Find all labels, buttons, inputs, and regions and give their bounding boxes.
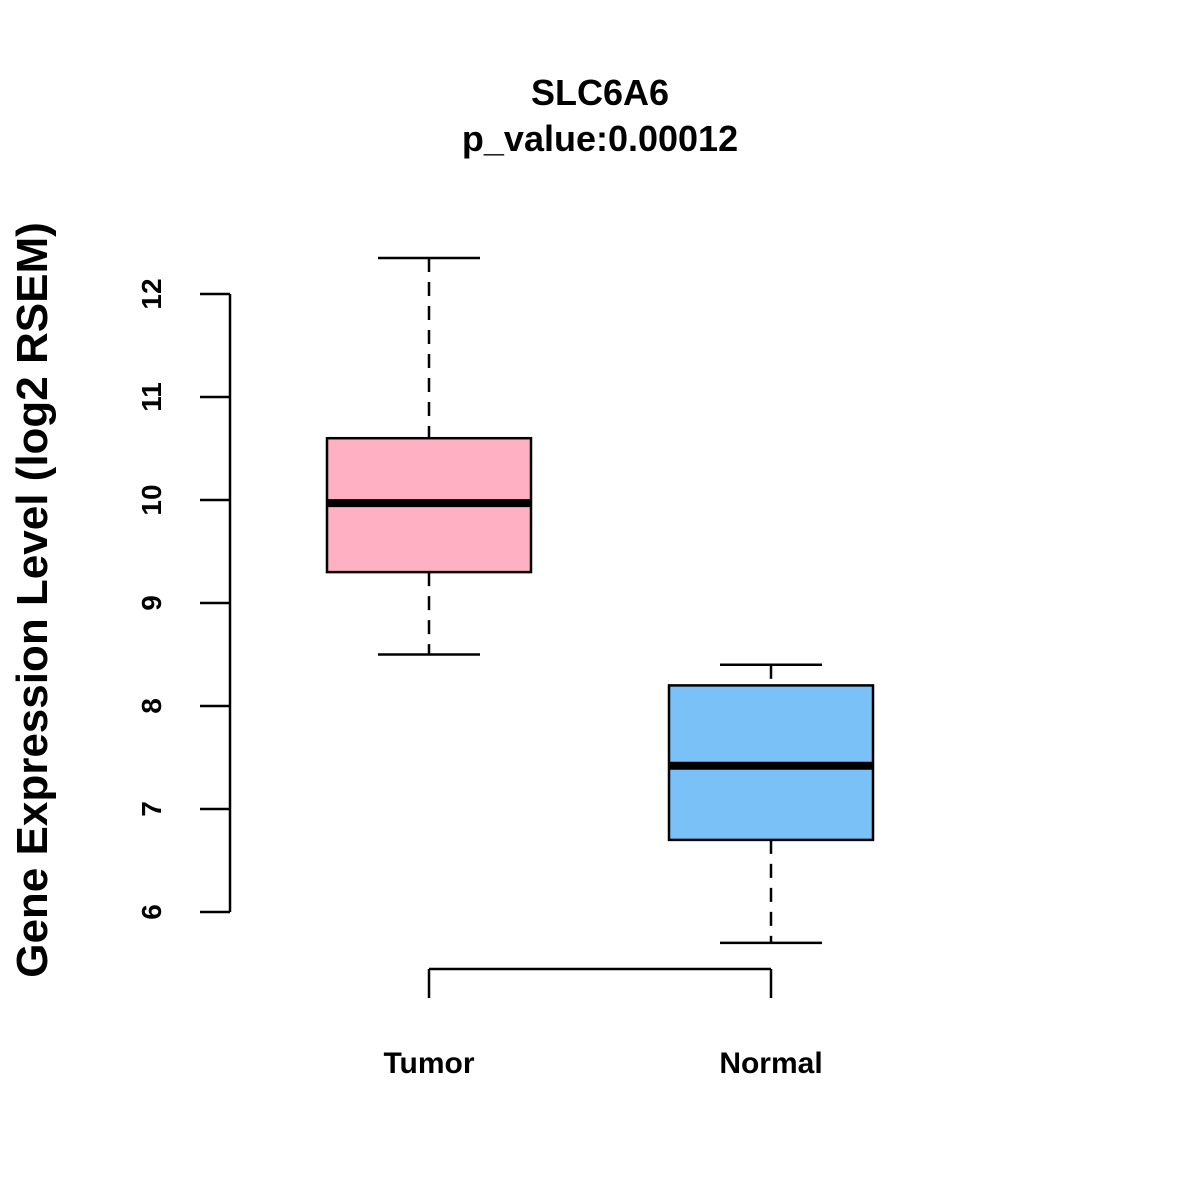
- chart-title: SLC6A6: [531, 72, 669, 113]
- x-axis: Tumor Normal: [383, 967, 823, 1080]
- y-tick-label: 8: [136, 698, 167, 714]
- y-tick-label: 10: [136, 484, 167, 515]
- y-tick-label: 6: [136, 904, 167, 920]
- chart-subtitle: p_value:0.00012: [462, 118, 738, 159]
- y-tick-label: 12: [136, 278, 167, 309]
- y-axis: 6 7 8 9 10 11 12: [136, 278, 232, 920]
- box-normal: [667, 663, 875, 945]
- y-tick-label: 11: [136, 382, 167, 412]
- y-axis-label: Gene Expression Level (log2 RSEM): [8, 222, 57, 978]
- x-tick-label: Tumor: [383, 1047, 474, 1080]
- y-tick-label: 7: [136, 801, 167, 817]
- y-tick-label: 9: [136, 595, 167, 611]
- x-tick-label: Normal: [719, 1047, 822, 1080]
- boxes: [325, 256, 875, 945]
- box-tumor: [325, 256, 533, 656]
